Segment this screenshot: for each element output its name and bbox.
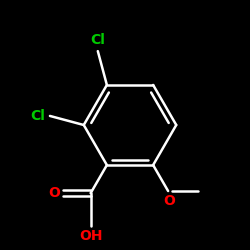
- Text: Cl: Cl: [30, 109, 45, 123]
- Text: OH: OH: [79, 230, 102, 243]
- Text: O: O: [164, 194, 175, 207]
- Text: Cl: Cl: [90, 34, 105, 48]
- Text: O: O: [49, 186, 60, 200]
